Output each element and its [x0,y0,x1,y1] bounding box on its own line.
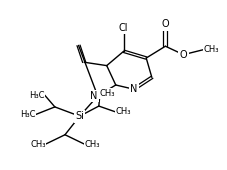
Text: N: N [90,91,98,101]
Text: CH₃: CH₃ [116,107,131,116]
Text: CH₃: CH₃ [204,45,219,54]
Text: O: O [180,50,187,60]
Text: CH₃: CH₃ [84,140,100,149]
Text: CH₃: CH₃ [30,140,46,149]
Text: N: N [130,84,138,94]
Text: Si: Si [75,111,84,121]
Text: O: O [162,19,169,29]
Text: CH₃: CH₃ [100,89,116,98]
Text: Cl: Cl [119,23,128,33]
Text: H₃C: H₃C [29,91,45,100]
Text: H₃C: H₃C [20,110,36,119]
